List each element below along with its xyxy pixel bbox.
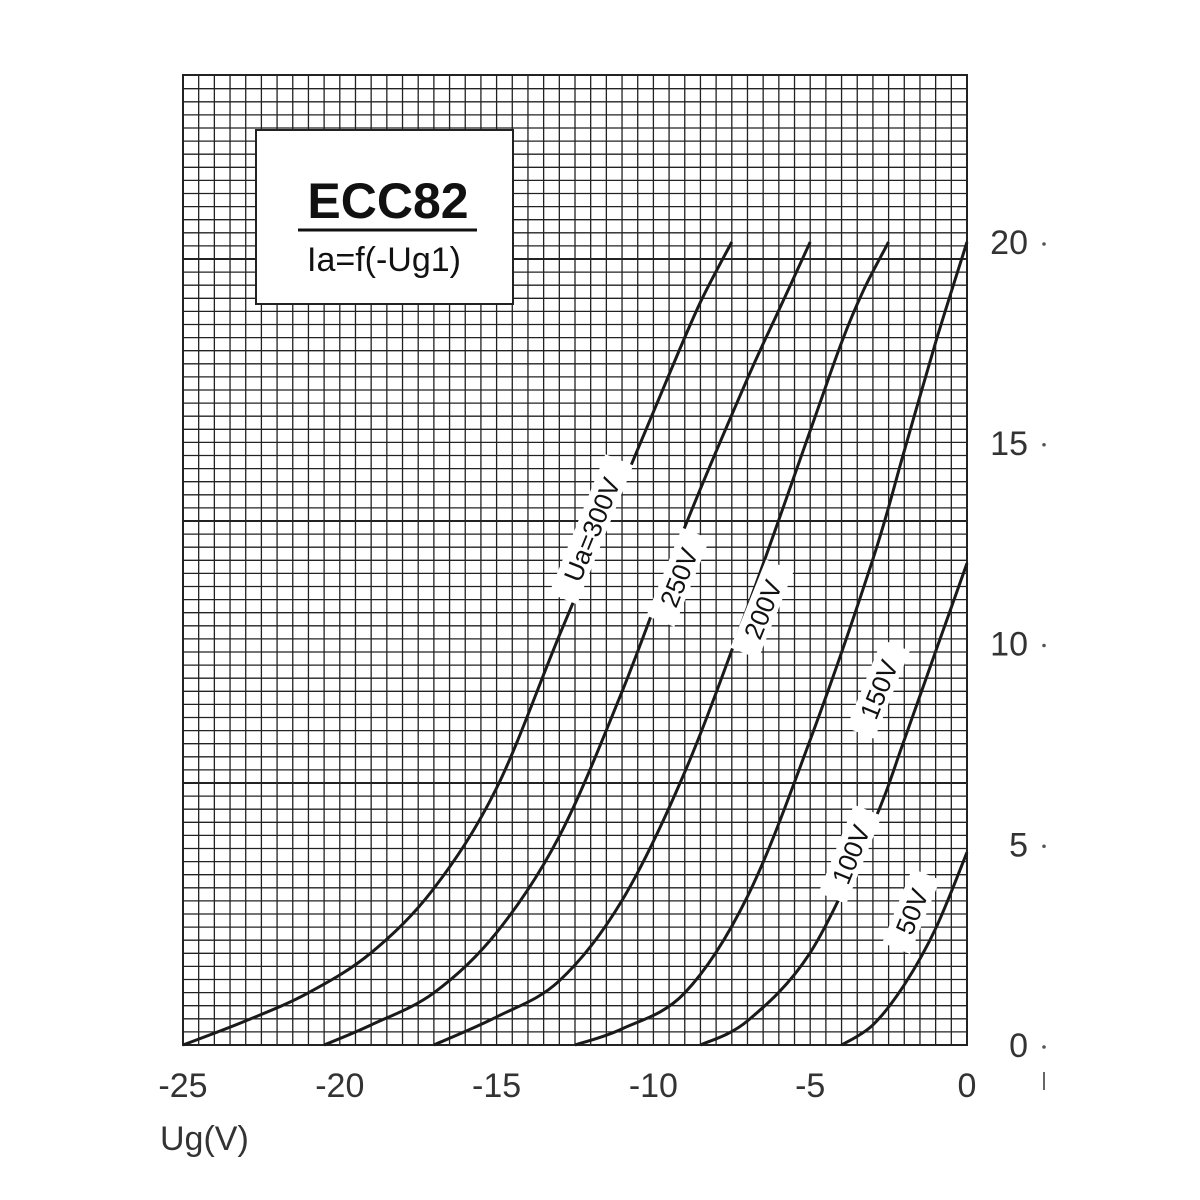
x-tick-label: 0 [958, 1067, 977, 1105]
x-axis-label: Ug(V) [160, 1120, 249, 1158]
y-tick-label: 15 [990, 425, 1028, 463]
curve-label-background [646, 527, 710, 627]
x-tick-label: -10 [629, 1067, 678, 1105]
y-tick-mark [1042, 844, 1046, 849]
curve-150v [574, 241, 969, 1047]
y-tick-label: 0 [1009, 1027, 1028, 1065]
curve-200v [433, 241, 890, 1047]
curve-label-background [882, 868, 941, 954]
curve-label-background [818, 804, 882, 904]
x-tick-label: -15 [472, 1067, 521, 1105]
curve-label: 100V [826, 820, 877, 888]
y-tick-mark [1042, 242, 1046, 246]
title-box: ECC82 Ia=f(-Ug1) [255, 129, 514, 305]
x-tick-label: -25 [158, 1067, 207, 1105]
curve-label-group: 50V [882, 868, 941, 954]
curve-label-group: 150V [846, 639, 910, 739]
curve-label-background [846, 639, 910, 739]
curve-label: Ua=300V [558, 473, 627, 586]
y-tick-label: 10 [990, 626, 1028, 664]
y-tick-mark [1042, 1045, 1046, 1049]
curve-label-background [730, 559, 794, 659]
x-tick-label: -5 [795, 1067, 825, 1105]
curve-250v [323, 241, 812, 1047]
curve-50v [840, 851, 969, 1047]
y-tick-mark [1042, 643, 1046, 648]
curve-label: 250V [654, 543, 705, 611]
tick-labels: -25 -20 -15 -10 -5 00 5 10 15 20 [158, 224, 1046, 1105]
chart-title: ECC82 [307, 173, 468, 229]
curve-label-group: 200V [730, 559, 794, 659]
chart-subtitle: Ia=f(-Ug1) [307, 241, 461, 279]
curves [182, 241, 969, 1047]
y-tick-mark [1042, 442, 1046, 447]
x-tick-label: -20 [315, 1067, 364, 1105]
curve-label-group: Ua=300V [549, 454, 634, 605]
y-tick-label: 20 [990, 224, 1028, 262]
curve-label-background [549, 454, 634, 605]
y-tick-label: 5 [1009, 826, 1028, 864]
curve-ua-300v [182, 241, 734, 1047]
